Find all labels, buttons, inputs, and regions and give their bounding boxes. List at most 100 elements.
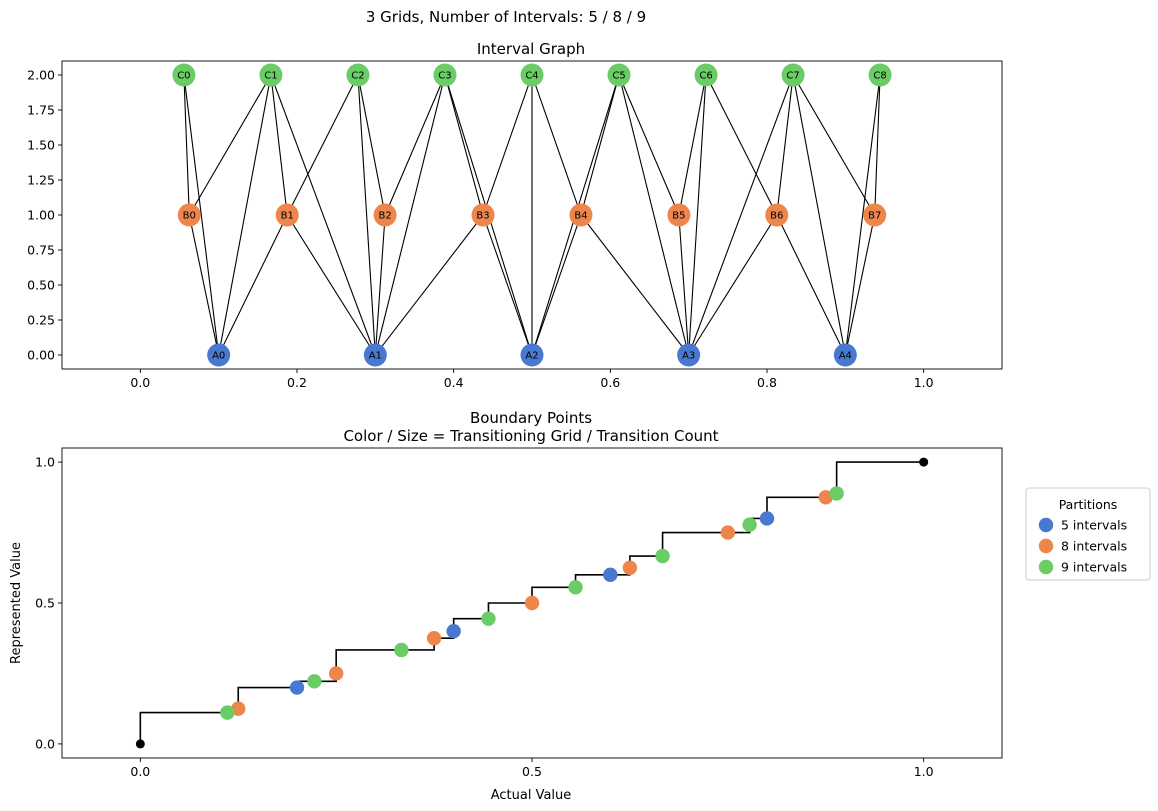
node-label: B6 (770, 211, 783, 222)
edge-A4-C7 (792, 74, 846, 356)
legend-label: 5 intervals (1061, 518, 1127, 533)
boundary-point (742, 517, 757, 532)
y-axis-label: Represented Value (9, 542, 24, 664)
boundary-points-title-line-2: Color / Size = Transitioning Grid / Tran… (343, 427, 718, 445)
edge-A1-B1 (286, 214, 376, 356)
edge-B3-C3 (444, 74, 484, 216)
node-label: A4 (839, 351, 852, 362)
edge-A0-C1 (218, 74, 272, 356)
node-B3: B3 (471, 203, 495, 227)
boundary-point (720, 525, 736, 540)
legend-marker (1038, 559, 1054, 575)
y-tick-label: 1.00 (27, 208, 55, 223)
edge-A1-B3 (374, 214, 484, 356)
edge-B4-C4 (531, 74, 582, 216)
node-B5: B5 (667, 203, 691, 227)
boundary-point (603, 567, 618, 583)
node-label: B3 (476, 211, 489, 222)
node-C3: C3 (433, 63, 457, 87)
node-label: B4 (574, 211, 587, 222)
boundary-point (289, 680, 305, 695)
y-tick-label: 0.25 (27, 313, 55, 328)
node-label: A1 (369, 351, 382, 362)
boundary-point (655, 548, 670, 564)
node-label: B7 (868, 211, 881, 222)
x-tick-label: 0.5 (522, 764, 542, 779)
boundary-point (307, 674, 322, 689)
node-label: C3 (438, 71, 451, 82)
boundary-point (220, 705, 235, 720)
edge-B1-C2 (286, 74, 359, 216)
node-circle (275, 203, 299, 227)
node-B0: B0 (177, 203, 201, 227)
edge-A3-B6 (688, 214, 778, 356)
y-tick-label: 1.25 (27, 173, 55, 188)
edge-A2-B3 (482, 214, 533, 356)
boundary-point (818, 490, 833, 505)
boundary-point (426, 631, 442, 646)
y-tick-label: 0.00 (27, 348, 55, 363)
edge-A3-C6 (688, 74, 707, 356)
node-circle (471, 203, 495, 227)
interval-graph-panel: Interval Graph 0.0 0.2 0.4 0.6 0.8 1.0 0.00 0.2… (27, 40, 1003, 391)
node-label: B2 (379, 211, 392, 222)
edge-A4-B6 (776, 214, 846, 356)
x-tick-label: 1.0 (914, 764, 934, 779)
x-tick-label: 0.0 (130, 375, 150, 390)
boundary-points-panel: Boundary Points Color / Size = Transitio… (9, 409, 1003, 803)
x-tick-label: 0.0 (130, 764, 150, 779)
boundary-points-title-line-1: Boundary Points (470, 409, 592, 427)
node-A4: A4 (833, 343, 857, 367)
boundary-points-markers (135, 457, 929, 749)
node-circle (520, 343, 544, 367)
legend-label: 9 intervals (1061, 560, 1127, 575)
interval-graph-axes: 0.0 0.2 0.4 0.6 0.8 1.0 0.00 0.25 0.50 0.75 1.00 1.… (27, 68, 933, 391)
node-circle (863, 203, 887, 227)
node-A0: A0 (207, 343, 231, 367)
x-tick-label: 0.6 (600, 375, 620, 390)
node-circle (373, 203, 397, 227)
edge-B0-C1 (188, 74, 272, 216)
edge-A3-C5 (618, 74, 690, 356)
node-circle (520, 63, 544, 87)
legend-item: 9 intervals (1038, 559, 1127, 575)
node-label: C5 (612, 71, 625, 82)
node-label: B1 (281, 211, 294, 222)
node-A2: A2 (520, 343, 544, 367)
partitions-legend: Partitions 5 intervals 8 intervals 9 inter… (1025, 487, 1151, 581)
boundary-point (446, 623, 461, 639)
node-label: C7 (786, 71, 799, 82)
node-label: C2 (351, 71, 364, 82)
boundary-point (622, 560, 638, 575)
endpoint-marker (135, 739, 145, 749)
edge-A0-B1 (218, 214, 288, 356)
node-circle (207, 343, 231, 367)
interval-graph-nodes: A0 A1 A2 A3 A4 B0 B1 B2 B3 B4 B5 B6 B7 C0 C1 C2 C3 C4 C5 C6… (172, 63, 892, 367)
node-circle (607, 63, 631, 87)
node-label: A3 (682, 351, 695, 362)
edge-B3-C4 (482, 74, 533, 216)
edge-A1-C1 (270, 74, 376, 356)
figure-suptitle: 3 Grids, Number of Intervals: 5 / 8 / 9 (366, 8, 646, 26)
node-circle (833, 343, 857, 367)
node-label: B0 (183, 211, 196, 222)
node-circle (677, 343, 701, 367)
node-circle (569, 203, 593, 227)
node-A3: A3 (677, 343, 701, 367)
boundary-point (524, 595, 540, 611)
node-A1: A1 (363, 343, 387, 367)
node-B7: B7 (863, 203, 887, 227)
y-tick-label: 1.75 (27, 103, 55, 118)
edge-A4-B7 (844, 214, 876, 356)
legend-item: 8 intervals (1038, 538, 1127, 554)
node-label: C6 (699, 71, 712, 82)
boundary-point (328, 666, 344, 681)
boundary-point (231, 701, 246, 716)
boundary-point (829, 486, 844, 501)
x-tick-label: 0.2 (287, 375, 307, 390)
legend-title: Partitions (1059, 497, 1118, 512)
legend-marker (1038, 538, 1054, 554)
node-circle (346, 63, 370, 87)
y-tick-label: 1.0 (35, 455, 55, 470)
